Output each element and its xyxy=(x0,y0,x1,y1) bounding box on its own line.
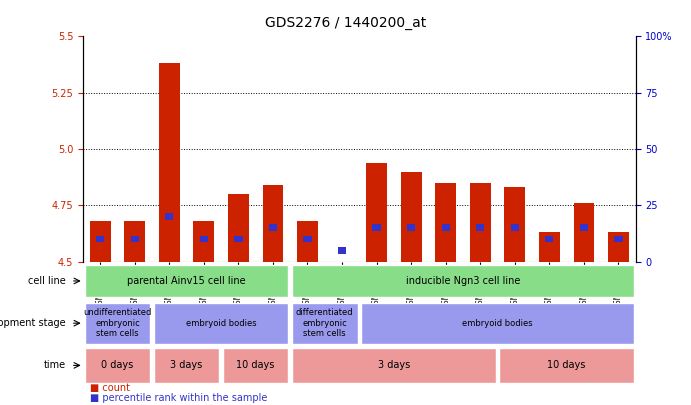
Bar xyxy=(476,224,484,231)
Bar xyxy=(200,236,208,243)
FancyBboxPatch shape xyxy=(500,348,634,383)
Text: embryoid bodies: embryoid bodies xyxy=(186,319,256,328)
Text: 3 days: 3 days xyxy=(171,360,202,371)
Bar xyxy=(504,187,525,262)
Bar xyxy=(303,236,312,243)
Bar xyxy=(539,232,560,262)
Bar xyxy=(608,232,629,262)
Bar xyxy=(338,247,346,254)
Bar xyxy=(96,236,104,243)
Bar xyxy=(511,224,519,231)
Bar xyxy=(90,221,111,262)
Text: undifferentiated
embryonic
stem cells: undifferentiated embryonic stem cells xyxy=(84,308,151,338)
Text: 10 days: 10 days xyxy=(547,360,586,371)
Text: GDS2276 / 1440200_at: GDS2276 / 1440200_at xyxy=(265,16,426,30)
FancyBboxPatch shape xyxy=(84,348,151,383)
Bar xyxy=(580,224,588,231)
Bar xyxy=(614,236,623,243)
Text: cell line: cell line xyxy=(28,276,66,286)
FancyBboxPatch shape xyxy=(84,265,289,297)
FancyBboxPatch shape xyxy=(292,265,634,297)
Text: embryoid bodies: embryoid bodies xyxy=(462,319,533,328)
Bar xyxy=(234,236,243,243)
Text: 3 days: 3 days xyxy=(378,360,410,371)
Bar xyxy=(159,64,180,262)
FancyBboxPatch shape xyxy=(153,348,219,383)
Text: time: time xyxy=(44,360,66,371)
Bar xyxy=(366,162,387,262)
FancyBboxPatch shape xyxy=(292,303,358,344)
Bar xyxy=(228,194,249,262)
Text: development stage: development stage xyxy=(0,318,66,328)
Bar xyxy=(435,183,456,262)
FancyBboxPatch shape xyxy=(361,303,634,344)
Bar xyxy=(165,213,173,220)
Bar xyxy=(124,221,145,262)
Text: 0 days: 0 days xyxy=(102,360,133,371)
Text: differentiated
embryonic
stem cells: differentiated embryonic stem cells xyxy=(296,308,354,338)
Text: parental Ainv15 cell line: parental Ainv15 cell line xyxy=(127,276,246,286)
FancyBboxPatch shape xyxy=(223,348,289,383)
Bar xyxy=(442,224,450,231)
FancyBboxPatch shape xyxy=(84,303,151,344)
FancyBboxPatch shape xyxy=(153,303,289,344)
Bar xyxy=(263,185,283,262)
Bar xyxy=(372,224,381,231)
Bar xyxy=(470,183,491,262)
Bar xyxy=(193,221,214,262)
Bar xyxy=(545,236,553,243)
Text: ■ percentile rank within the sample: ■ percentile rank within the sample xyxy=(90,393,267,403)
Bar xyxy=(131,236,139,243)
Text: ■ count: ■ count xyxy=(90,383,130,393)
Bar xyxy=(297,221,318,262)
Bar xyxy=(269,224,277,231)
Bar xyxy=(407,224,415,231)
FancyBboxPatch shape xyxy=(292,348,496,383)
Bar xyxy=(574,203,594,262)
Text: 10 days: 10 days xyxy=(236,360,275,371)
Text: inducible Ngn3 cell line: inducible Ngn3 cell line xyxy=(406,276,520,286)
Bar xyxy=(401,172,422,262)
